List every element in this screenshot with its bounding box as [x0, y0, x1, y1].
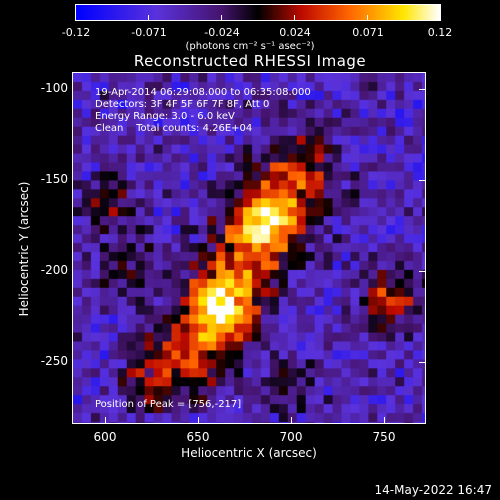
x-axis-label: Heliocentric X (arcsec): [181, 446, 317, 460]
colorbar-tick: [367, 15, 368, 20]
y-axis-tick: [419, 271, 425, 272]
y-tick-label: -200: [40, 263, 68, 277]
y-axis-tick: [419, 89, 425, 90]
colorbar-tick: [294, 15, 295, 20]
colorbar-tick-label: -0.12: [61, 26, 91, 39]
image-plot-area: 19-Apr-2014 06:29:08.000 to 06:35:08.000…: [72, 72, 426, 424]
x-axis-tick: [384, 417, 385, 423]
colorbar-tick: [439, 15, 440, 20]
info-detectors: Detectors: 3F 4F 5F 6F 7F 8F, Att 0: [95, 99, 270, 110]
colorbar-tick-label: 0.12: [427, 26, 453, 39]
colorbar-tick-label: 0.071: [352, 26, 384, 39]
peak-position: Position of Peak = [756,-217]: [95, 399, 242, 410]
x-tick-label: 600: [93, 430, 117, 444]
info-time-range: 19-Apr-2014 06:29:08.000 to 06:35:08.000: [95, 87, 311, 98]
colorbar-tick-label: -0.024: [204, 26, 240, 39]
x-axis-tick: [198, 417, 199, 423]
colorbar-tick: [75, 15, 76, 20]
y-axis-tick: [419, 362, 425, 363]
x-tick-label: 650: [186, 430, 210, 444]
info-energy-range: Energy Range: 3.0 - 6.0 keV: [95, 111, 235, 122]
colorbar-units: (photons cm⁻² s⁻¹ asec⁻²): [185, 41, 315, 52]
y-axis-tick: [419, 180, 425, 181]
colorbar-tick-label: 0.024: [279, 26, 311, 39]
colorbar-tick: [148, 15, 149, 20]
x-tick-label: 700: [279, 430, 303, 444]
colorbar-gradient: [76, 5, 440, 20]
plot-title: Reconstructed RHESSI Image: [133, 52, 367, 70]
info-clean-counts: Clean Total counts: 4.26E+04: [95, 123, 253, 134]
y-axis-label: Heliocentric Y (arcsec): [17, 181, 31, 317]
x-axis-tick: [291, 417, 292, 423]
timestamp: 14-May-2022 16:47: [374, 483, 492, 497]
heatmap-image: [73, 73, 425, 423]
colorbar: [75, 4, 441, 21]
x-tick-label: 750: [372, 430, 396, 444]
y-tick-label: -150: [40, 172, 68, 186]
colorbar-tick: [221, 15, 222, 20]
y-tick-label: -100: [40, 81, 68, 95]
x-axis-tick: [105, 417, 106, 423]
y-tick-label: -250: [40, 354, 68, 368]
colorbar-tick-label: -0.071: [131, 26, 167, 39]
